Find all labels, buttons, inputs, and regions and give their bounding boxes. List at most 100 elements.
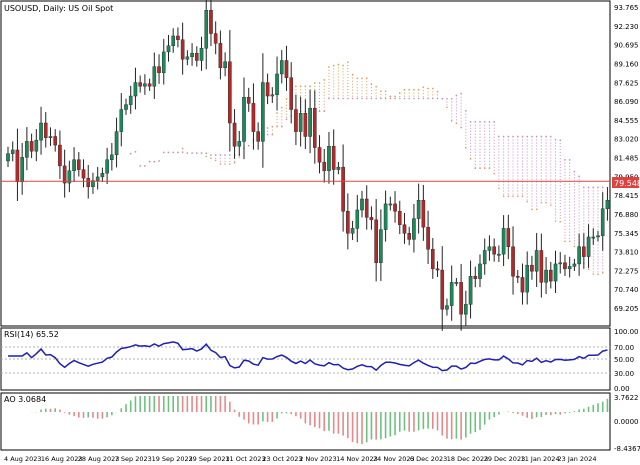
cloud-edge-point bbox=[559, 139, 562, 141]
cloud-edge-point bbox=[309, 85, 311, 88]
cloud-edge-point bbox=[389, 95, 392, 98]
price-tick-label: 83.020 bbox=[614, 136, 639, 144]
price-tick-label: 78.415 bbox=[614, 192, 639, 200]
cloud-edge-point bbox=[295, 85, 297, 88]
current-price-tag bbox=[612, 177, 639, 188]
candle-body bbox=[397, 211, 402, 225]
cloud-edge-point bbox=[573, 245, 576, 248]
candle-body bbox=[81, 169, 86, 179]
candle-body bbox=[412, 218, 416, 240]
cloud-edge-point bbox=[531, 135, 533, 138]
time-tick-label: 2 Nov 2023 bbox=[299, 455, 337, 463]
time-tick-label: 24 Nov 2023 bbox=[373, 455, 415, 463]
cloud-edge-point bbox=[502, 195, 505, 198]
cloud-edge-point bbox=[144, 165, 146, 167]
candle-body bbox=[58, 144, 62, 167]
candle-body bbox=[449, 282, 454, 306]
cloud-edge-point bbox=[535, 135, 538, 138]
time-tick-label: 14 Nov 2023 bbox=[336, 455, 378, 463]
candle-body bbox=[289, 77, 294, 110]
candle-body bbox=[515, 275, 520, 278]
cloud-edge-point bbox=[474, 120, 477, 123]
cloud-edge-point bbox=[498, 135, 500, 138]
candle-body bbox=[600, 208, 605, 236]
candle-body bbox=[114, 131, 119, 156]
candle-body bbox=[388, 203, 393, 206]
candle-body bbox=[190, 52, 194, 58]
cloud-edge-point bbox=[210, 157, 212, 160]
candle-body bbox=[327, 146, 331, 171]
candle-body bbox=[237, 141, 242, 147]
candle-body bbox=[421, 200, 426, 228]
candle-body bbox=[166, 45, 171, 53]
time-tick-label: 6 Dec 2023 bbox=[410, 455, 447, 463]
cloud-edge-point bbox=[526, 135, 528, 138]
candle-body bbox=[143, 83, 147, 87]
candle-body bbox=[383, 203, 388, 230]
candle-body bbox=[346, 211, 350, 234]
cloud-edge-point bbox=[394, 97, 396, 100]
cloud-edge-point bbox=[318, 82, 321, 84]
price-tick-label: 76.880 bbox=[614, 211, 639, 219]
cloud-edge-point bbox=[162, 151, 165, 154]
cloud-edge-point bbox=[493, 172, 495, 175]
cloud-edge-point bbox=[167, 151, 170, 154]
candle-body bbox=[473, 275, 478, 279]
cloud-edge-point bbox=[432, 97, 434, 100]
candle-body bbox=[138, 82, 142, 87]
cloud-edge-point bbox=[550, 204, 552, 206]
candle-body bbox=[15, 149, 20, 183]
cloud-edge-point bbox=[587, 186, 590, 189]
cloud-edge-point bbox=[332, 97, 335, 100]
candle-body bbox=[459, 282, 463, 315]
candle-body bbox=[426, 226, 430, 250]
cloud-edge-point bbox=[380, 90, 382, 92]
ao-label-max: 3.7622 bbox=[614, 394, 639, 402]
cloud-edge-point bbox=[408, 97, 411, 100]
price-tick-label: 93.765 bbox=[614, 4, 639, 12]
candle-body bbox=[530, 264, 534, 272]
ao-panel-frame bbox=[0, 392, 611, 451]
cloud-edge-point bbox=[158, 160, 160, 162]
candle-body bbox=[43, 122, 48, 138]
time-tick-label: 29 Sep 2023 bbox=[189, 455, 230, 463]
cloud-edge-point bbox=[361, 97, 363, 100]
candle-body bbox=[416, 200, 421, 219]
candlesticks bbox=[6, 0, 610, 331]
cloud-edge-point bbox=[512, 195, 514, 198]
cloud-edge-point bbox=[436, 90, 439, 93]
cloud-edge-point bbox=[516, 195, 519, 198]
cloud-edge-point bbox=[384, 97, 387, 100]
cloud-edge-point bbox=[219, 163, 222, 165]
rsi-label-70: 70.00 bbox=[614, 344, 634, 352]
cloud-edge-point bbox=[356, 77, 359, 80]
candle-body bbox=[464, 304, 468, 315]
cloud-edge-point bbox=[139, 165, 141, 167]
cloud-edge-point bbox=[247, 144, 250, 147]
candle-body bbox=[105, 159, 109, 174]
cloud-edge-point bbox=[413, 88, 415, 91]
candle-body bbox=[25, 141, 29, 158]
candle-body bbox=[341, 166, 345, 212]
cloud-edge-point bbox=[365, 97, 368, 100]
cloud-edge-point bbox=[380, 97, 382, 100]
cloud-edge-point bbox=[432, 87, 434, 90]
cloud-edge-point bbox=[314, 82, 316, 84]
candle-body bbox=[431, 249, 435, 270]
cloud-edge-point bbox=[540, 201, 543, 204]
cloud-edge-point bbox=[375, 97, 377, 100]
candle-body bbox=[482, 250, 487, 265]
cloud-edge-point bbox=[521, 135, 524, 138]
candle-body bbox=[298, 112, 303, 132]
cloud-edge-point bbox=[276, 125, 278, 128]
candle-body bbox=[435, 268, 440, 271]
price-tick-label: 73.810 bbox=[614, 249, 639, 257]
cloud-edge-point bbox=[299, 85, 302, 88]
cloud-edge-point bbox=[186, 152, 189, 154]
cloud-edge-point bbox=[219, 154, 222, 156]
cloud-edge-point bbox=[403, 97, 406, 100]
cloud-edge-point bbox=[554, 138, 557, 141]
